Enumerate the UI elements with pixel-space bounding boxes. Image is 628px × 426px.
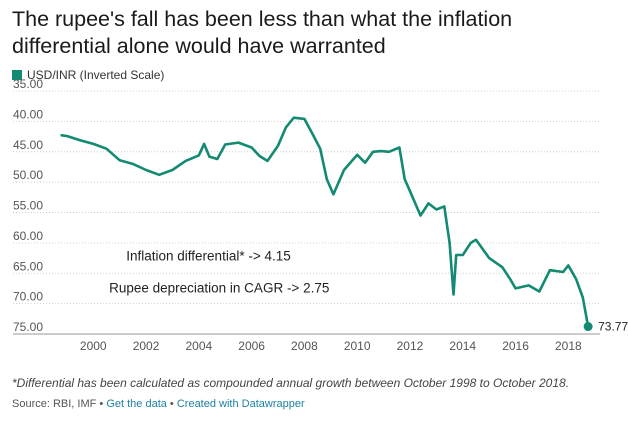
y-tick-label: 50.00 (13, 168, 43, 182)
x-tick-label: 2018 (555, 339, 582, 353)
y-tick-label: 55.00 (13, 199, 43, 213)
grid-lines (13, 90, 600, 335)
series-end-label: 73.77 (598, 320, 628, 334)
get-the-data-link[interactable]: Get the data (106, 398, 167, 410)
footnote: *Differential has been calculated as com… (12, 376, 570, 390)
x-tick-label: 2014 (449, 339, 476, 353)
annotation-text: Inflation differential* -> 4.15 (126, 248, 291, 263)
x-tick-label: 2016 (502, 339, 529, 353)
legend: USD/INR (Inverted Scale) (12, 68, 164, 82)
y-tick-label: 70.00 (13, 290, 43, 304)
source-text: Source: RBI, IMF • (12, 398, 107, 410)
x-tick-label: 2010 (344, 339, 371, 353)
x-tick-label: 2004 (185, 339, 212, 353)
annotations: Inflation differential* -> 4.15 Rupee dep… (109, 248, 329, 295)
x-tick-label: 2002 (133, 339, 160, 353)
source-line: Source: RBI, IMF • Get the data • Create… (12, 398, 305, 410)
x-tick-label: 2006 (238, 339, 265, 353)
y-tick-label: 35.00 (13, 77, 43, 91)
x-tick-label: 2000 (80, 339, 107, 353)
x-tick-label: 2008 (291, 339, 318, 353)
series-line-usd-inr (60, 116, 590, 328)
legend-label: USD/INR (Inverted Scale) (27, 68, 165, 82)
y-tick-label: 40.00 (13, 107, 43, 121)
y-axis-ticks: 35.00 40.00 45.00 50.00 55.00 60.00 65.00 70.00… (13, 77, 43, 334)
series-end-point (583, 322, 593, 332)
created-with-datawrapper-link[interactable]: Created with Datawrapper (176, 398, 305, 410)
annotation-text: Rupee depreciation in CAGR -> 2.75 (109, 281, 329, 296)
y-tick-label: 65.00 (13, 259, 43, 273)
legend-swatch (12, 70, 22, 80)
y-tick-label: 60.00 (13, 229, 43, 243)
source-separator: • (166, 398, 177, 410)
chart-title: The rupee's fall has been less than what… (12, 7, 513, 58)
y-tick-label: 45.00 (13, 138, 43, 152)
x-axis-ticks: 2000 2002 2004 2006 2008 2010 2012 2014 2016 2018 (80, 339, 582, 353)
x-tick-label: 2012 (397, 339, 424, 353)
y-tick-label: 75.00 (13, 320, 43, 334)
